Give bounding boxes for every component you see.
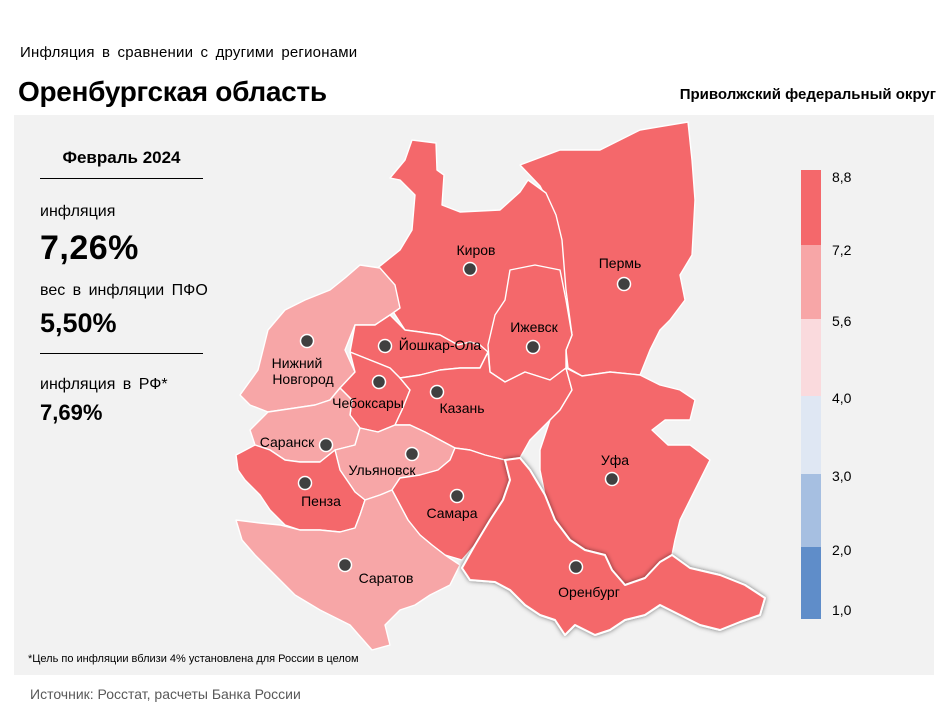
- region-orenburg[interactable]: [461, 457, 766, 636]
- city-label-kazan: Казань: [439, 400, 484, 416]
- city-label-penza: Пенза: [301, 493, 341, 509]
- legend-swatch: [801, 474, 821, 547]
- city-label-orenburg: Оренбург: [558, 584, 620, 600]
- city-label-ufa: Уфа: [601, 452, 629, 468]
- legend-swatch: [801, 245, 821, 319]
- legend-swatch: [801, 396, 821, 474]
- page-subtitle: Инфляция в сравнении с другими регионами: [20, 44, 358, 61]
- city-markers: [297, 261, 632, 575]
- rf-inflation-value: 7,69%: [40, 400, 103, 425]
- city-dot: [318, 437, 334, 453]
- city-label-kirov: Киров: [457, 242, 496, 258]
- city-label-cheboksary: Чебоксары: [332, 395, 404, 411]
- legend-tick: 8,8: [832, 169, 852, 185]
- weight-label: вес в инфляции ПФО: [40, 282, 208, 299]
- city-label-ulyanovsk: Ульяновск: [349, 462, 417, 478]
- period-label: Февраль 2024: [62, 148, 181, 167]
- info-block: Февраль 2024 инфляция 7,26% вес в инфляц…: [40, 140, 210, 426]
- city-label-samara: Самара: [426, 505, 477, 521]
- legend-tick: 7,2: [832, 242, 852, 258]
- city-dot: [449, 488, 465, 504]
- inflation-label: инфляция: [40, 203, 116, 220]
- legend-tick: 1,0: [832, 602, 852, 618]
- city-label-saransk: Саранск: [260, 434, 315, 450]
- city-label-yoshkar: Йошкар-Ола: [399, 336, 482, 353]
- city-dot: [377, 338, 393, 354]
- city-dot: [299, 333, 315, 349]
- legend-tick: 5,6: [832, 313, 852, 329]
- city-dot: [604, 471, 620, 487]
- legend-tick: 2,0: [832, 542, 852, 558]
- city-dot: [429, 384, 445, 400]
- page-title: Оренбургская область: [18, 76, 327, 107]
- city-dot: [404, 446, 420, 462]
- divider: [40, 178, 203, 179]
- divider: [40, 353, 203, 354]
- city-label-saratov: Саратов: [359, 570, 414, 586]
- city-label-perm: Пермь: [599, 255, 642, 271]
- legend-swatch: [801, 547, 821, 619]
- city-dot: [616, 276, 632, 292]
- region-ufa[interactable]: [539, 367, 711, 586]
- city-dot: [462, 261, 478, 277]
- legend-tick: 3,0: [832, 468, 852, 484]
- city-dot: [525, 339, 541, 355]
- city-label-nizhny-1: Нижний: [272, 355, 323, 371]
- city-labels: Киров Пермь Ижевск Нижний Новгород Йошка…: [260, 242, 642, 600]
- source-note: Источник: Росстат, расчеты Банка России: [30, 686, 301, 702]
- city-dot: [297, 475, 313, 491]
- weight-value: 5,50%: [40, 308, 117, 338]
- legend-swatch: [801, 170, 821, 245]
- city-dot: [337, 557, 353, 573]
- inflation-value: 7,26%: [40, 229, 139, 267]
- city-label-nizhny-2: Новгород: [272, 371, 333, 387]
- legend-swatch: [801, 319, 821, 396]
- legend-tick: 4,0: [832, 390, 852, 406]
- color-legend: 8,8 7,2 5,6 4,0 3,0 2,0 1,0: [801, 169, 852, 619]
- city-dot: [568, 559, 584, 575]
- city-label-izhevsk: Ижевск: [510, 319, 558, 335]
- city-dot: [371, 374, 387, 390]
- rf-inflation-label: инфляция в РФ*: [40, 376, 168, 393]
- footnote: *Цель по инфляции вблизи 4% установлена …: [28, 653, 359, 665]
- district-title: Приволжский федеральный округ: [679, 86, 936, 103]
